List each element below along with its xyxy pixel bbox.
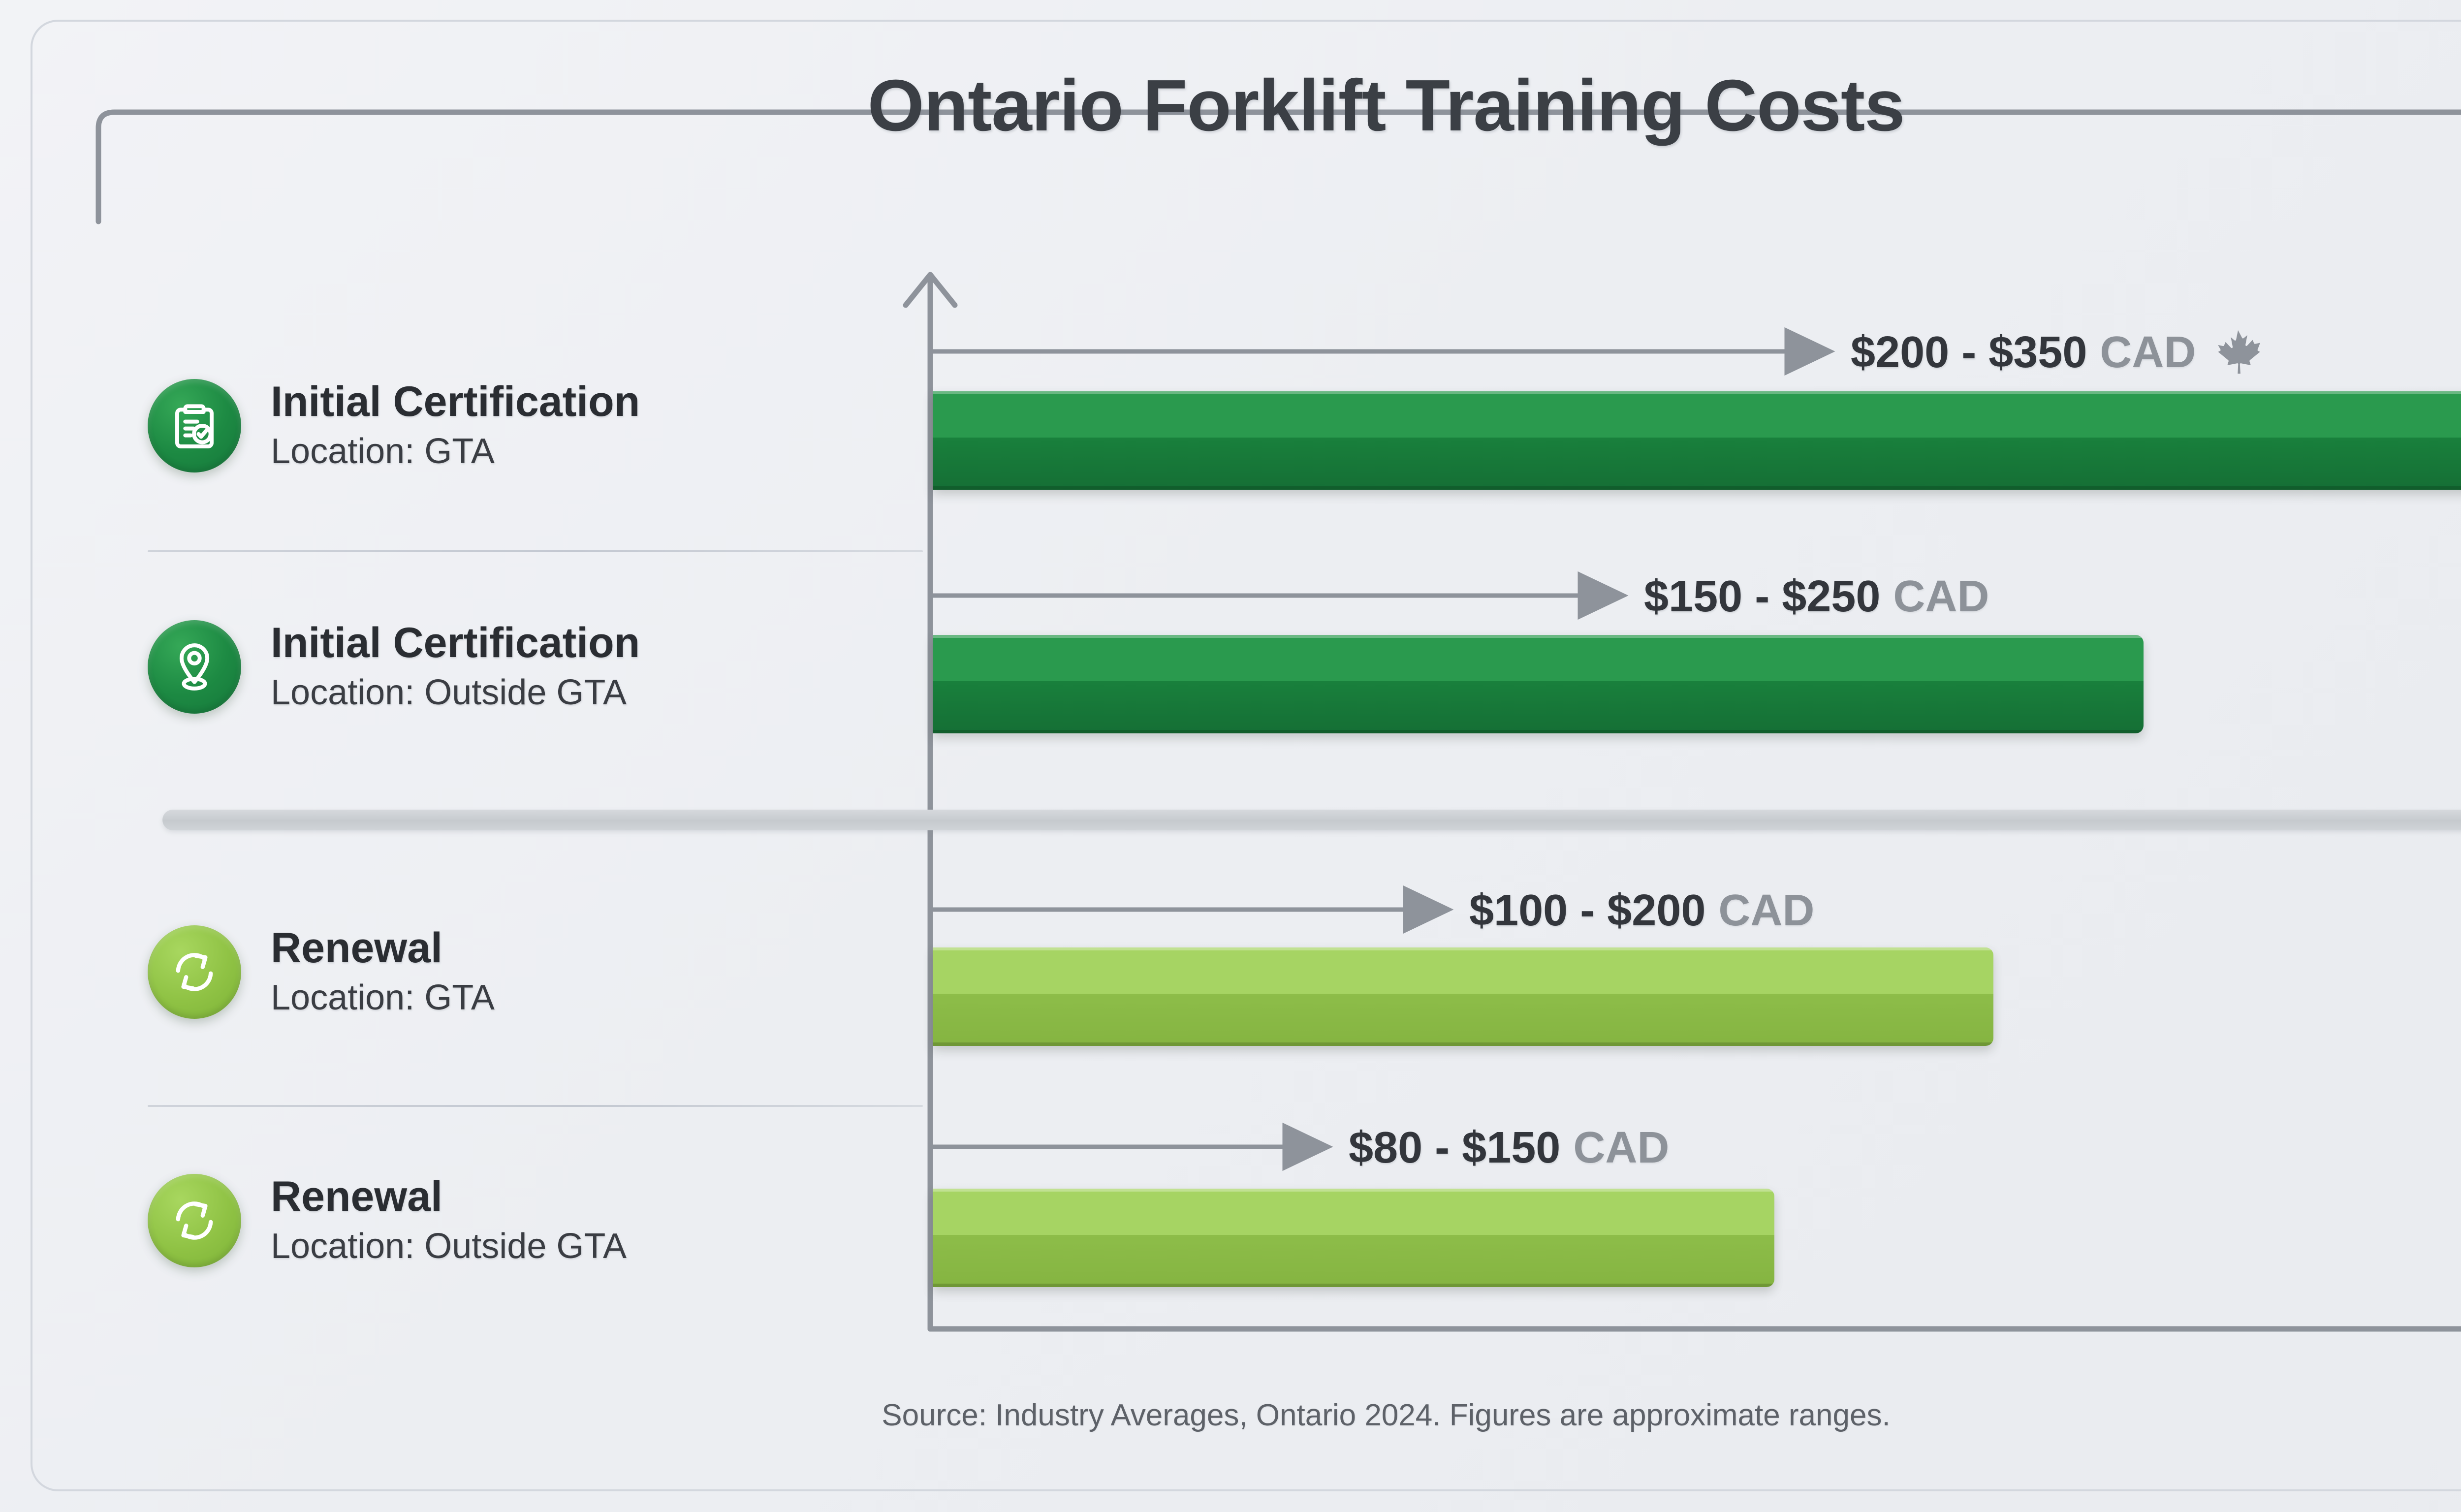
value-label-row-0: $200 - $350 CAD	[1851, 323, 2264, 382]
value-currency: CAD	[1893, 571, 1989, 621]
value-currency: CAD	[2100, 327, 2196, 377]
row-title: Renewal	[271, 1173, 442, 1221]
row-title: Initial Certification	[271, 619, 640, 667]
row-subtitle: Location: GTA	[271, 431, 495, 471]
row-label-block: Renewal Location: GTA	[148, 866, 925, 1078]
value-currency: CAD	[1718, 885, 1815, 935]
value-label-row-3: $80 - $150 CAD	[1349, 1118, 1669, 1177]
bar-row-0[interactable]	[933, 391, 2461, 490]
group-divider	[162, 810, 2461, 830]
value-amount: $80 - $150	[1349, 1123, 1561, 1172]
refresh-cycle-icon	[148, 925, 241, 1019]
row-initial-gta[interactable]: Initial Certification Location: GTA	[148, 320, 2461, 532]
page-title: Ontario Forklift Training Costs	[867, 65, 1905, 146]
value-amount: $150 - $250	[1644, 571, 1881, 621]
row-initial-outside-gta[interactable]: Initial Certification Location: Outside …	[148, 561, 2461, 773]
row-text: Renewal Location: Outside GTA	[271, 1174, 627, 1267]
row-label-block: Initial Certification Location: Outside …	[148, 561, 925, 773]
value-amount: $200 - $350	[1851, 327, 2087, 377]
map-pin-icon	[148, 620, 241, 714]
refresh-cycle-icon	[148, 1174, 241, 1267]
row-text: Initial Certification Location: Outside …	[271, 620, 640, 714]
row-title: Renewal	[271, 924, 442, 972]
top-bracket-decoration	[95, 109, 2461, 224]
row-subtitle: Location: Outside GTA	[271, 1226, 627, 1266]
value-currency: CAD	[1573, 1123, 1670, 1172]
row-text: Renewal Location: GTA	[271, 925, 495, 1019]
value-label-row-2: $100 - $200 CAD	[1469, 881, 1814, 940]
row-subtitle: Location: GTA	[271, 977, 495, 1017]
row-label-block: Renewal Location: Outside GTA	[148, 1115, 925, 1326]
clipboard-check-icon	[148, 379, 241, 472]
maple-leaf-icon	[2218, 330, 2261, 374]
row-renewal-outside-gta[interactable]: Renewal Location: Outside GTA	[148, 1115, 2461, 1326]
bar-row-2[interactable]	[933, 947, 1993, 1046]
bar-row-3[interactable]	[933, 1189, 1774, 1287]
row-title: Initial Certification	[271, 378, 640, 426]
row-text: Initial Certification Location: GTA	[271, 379, 640, 472]
bar-row-1[interactable]	[933, 635, 2144, 733]
value-amount: $100 - $200	[1469, 885, 1706, 935]
row-subtitle: Location: Outside GTA	[271, 672, 627, 712]
row-label-block: Initial Certification Location: GTA	[148, 320, 925, 532]
source-note: Source: Industry Averages, Ontario 2024.…	[882, 1398, 1891, 1432]
row-separator-1	[148, 1105, 923, 1107]
row-separator-0	[148, 550, 923, 552]
value-label-row-1: $150 - $250 CAD	[1644, 567, 1989, 626]
row-renewal-gta[interactable]: Renewal Location: GTA	[148, 866, 2461, 1078]
